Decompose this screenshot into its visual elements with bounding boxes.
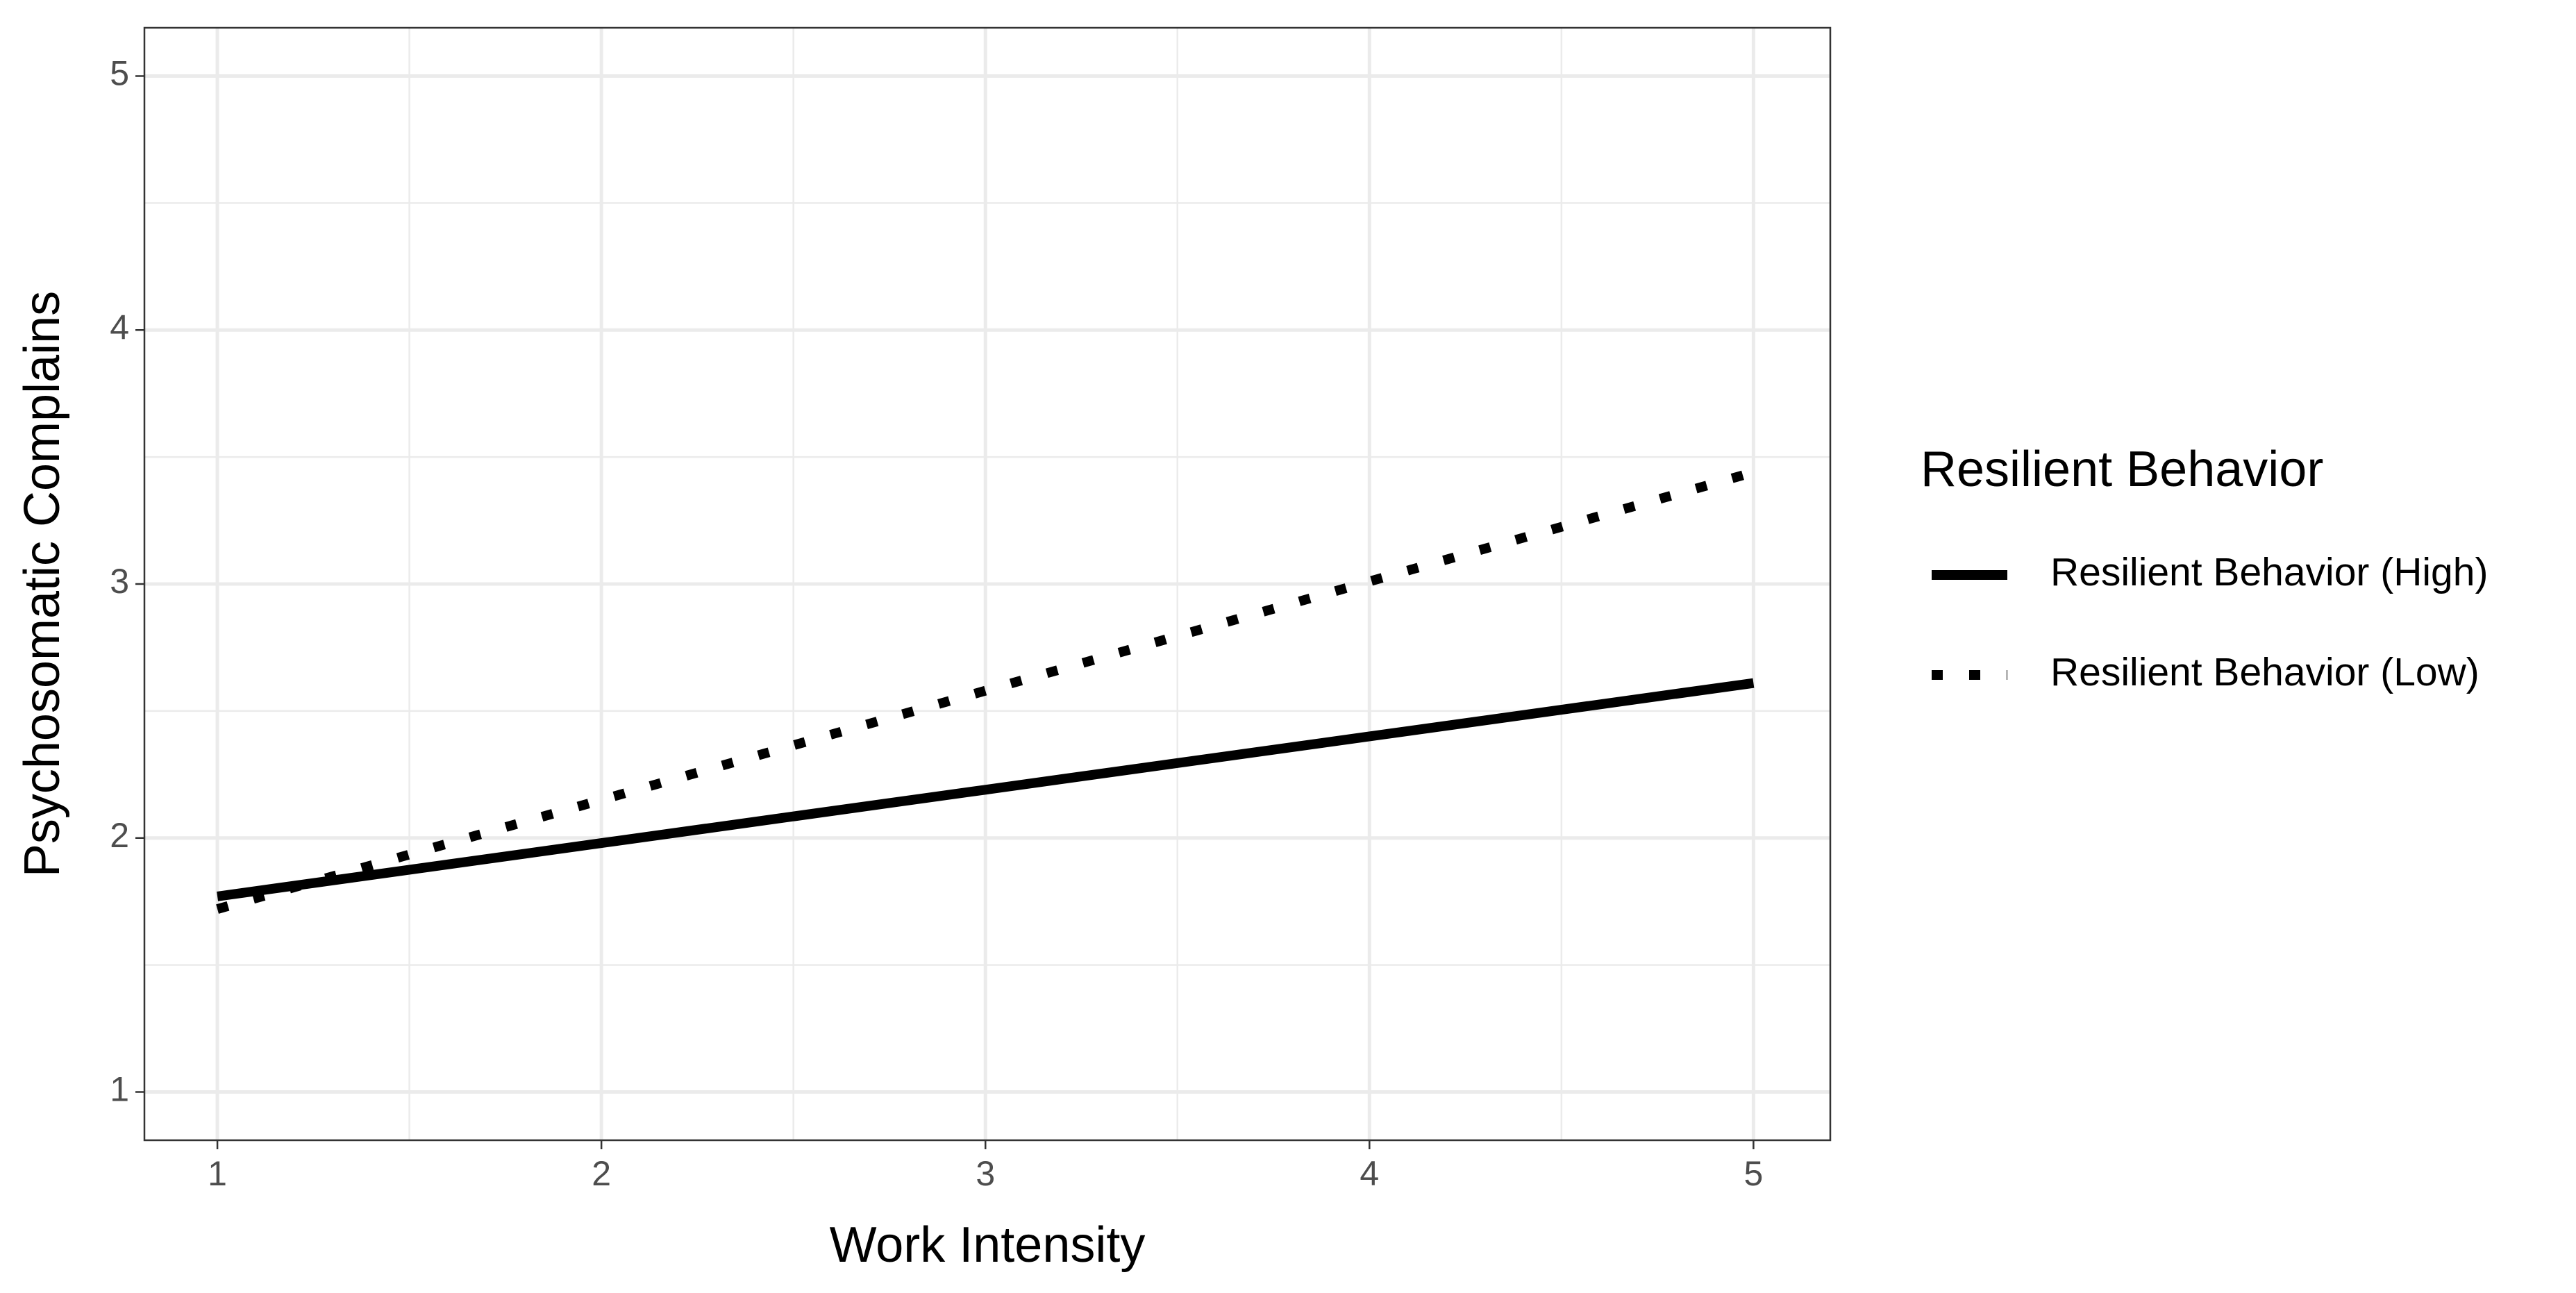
y-tick-label: 2 xyxy=(110,816,129,855)
y-tick-label: 4 xyxy=(110,308,129,347)
y-tick-label: 5 xyxy=(110,54,129,93)
y-tick-label: 3 xyxy=(110,562,129,601)
x-tick-label: 2 xyxy=(592,1154,611,1193)
series-line xyxy=(216,467,1755,914)
x-tick-label: 5 xyxy=(1743,1154,1763,1193)
legend-label: Resilient Behavior (High) xyxy=(2050,550,2488,594)
series-line xyxy=(217,678,1755,901)
x-tick-label: 1 xyxy=(208,1154,227,1193)
y-tick-label: 1 xyxy=(110,1070,129,1109)
panel-border xyxy=(143,26,1832,1142)
x-tick-label: 3 xyxy=(976,1154,995,1193)
x-tick-label: 4 xyxy=(1360,1154,1379,1193)
legend-title: Resilient Behavior xyxy=(1921,442,2323,497)
x-axis-title: Work Intensity xyxy=(830,1217,1146,1273)
y-axis-title: Psychosomatic Complains xyxy=(15,291,70,877)
legend-label: Resilient Behavior (Low) xyxy=(2050,650,2479,694)
